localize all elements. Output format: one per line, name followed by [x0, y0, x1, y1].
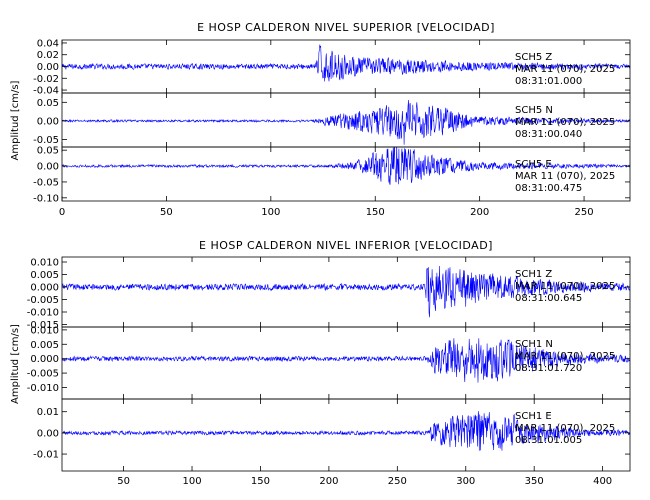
channel-date: MAR 11 (070), 2025 — [515, 423, 615, 434]
x-tick-label: 300 — [456, 476, 475, 487]
x-tick-label: 250 — [575, 207, 594, 218]
y-tick-label: 0.05 — [37, 146, 59, 157]
y-tick-label: 0.00 — [37, 62, 59, 73]
y-tick-label: -0.01 — [33, 450, 59, 461]
channel-date: MAR 11 (070), 2025 — [515, 281, 615, 292]
channel-time: 08:31:00.040 — [515, 129, 582, 140]
waveform-trace — [62, 99, 630, 145]
chart-upper-level: E HOSP CALDERON NIVEL SUPERIOR [VELOCIDA… — [10, 21, 631, 218]
y-tick-label: 0.01 — [37, 407, 59, 418]
y-tick-label: -0.010 — [27, 308, 59, 319]
x-tick-label: 50 — [117, 476, 130, 487]
channel-label: SCH5 E — [515, 159, 552, 170]
y-tick-label: 0.010 — [30, 258, 59, 269]
x-tick-label: 50 — [160, 207, 173, 218]
y-tick-label: 0.005 — [30, 340, 59, 351]
waveform-trace — [62, 338, 630, 383]
channel-label: SCH5 N — [515, 105, 553, 116]
channel-time: 08:31:01.005 — [515, 435, 582, 446]
channel-date: MAR 11 (070), 2025 — [515, 171, 615, 182]
y-tick-label: 0.010 — [30, 325, 59, 336]
panel-frame — [61, 398, 631, 472]
y-tick-label: 0.02 — [37, 50, 59, 61]
panel-frame — [61, 146, 631, 202]
y-tick-label: -0.02 — [33, 74, 59, 85]
y-tick-label: 0.04 — [37, 38, 59, 49]
channel-time: 08:31:00.475 — [515, 183, 582, 194]
channel-label: SCH1 N — [515, 339, 553, 350]
x-tick-label: 350 — [525, 476, 544, 487]
y-tick-label: 0.005 — [30, 270, 59, 281]
y-tick-label: 0.05 — [37, 98, 59, 109]
waveform-trace — [62, 411, 630, 451]
y-tick-label: 0.00 — [37, 428, 59, 439]
x-tick-label: 150 — [251, 476, 270, 487]
y-tick-label: 0.00 — [37, 162, 59, 173]
y-tick-label: -0.010 — [27, 383, 59, 394]
x-tick-label: 250 — [388, 476, 407, 487]
y-axis-label: Amplitud [cm/s] — [10, 80, 21, 160]
channel-date: MAR 11 (070), 2025 — [515, 64, 615, 75]
y-tick-label: -0.005 — [27, 369, 59, 380]
x-tick-label: 200 — [470, 207, 489, 218]
channel-date: MAR 11 (070), 2025 — [515, 351, 615, 362]
waveform-trace — [62, 265, 630, 318]
channel-time: 08:31:01.000 — [515, 76, 582, 87]
channel-label: SCH5 Z — [515, 52, 552, 63]
chart-title: E HOSP CALDERON NIVEL SUPERIOR [VELOCIDA… — [197, 21, 495, 34]
x-tick-label: 200 — [319, 476, 338, 487]
y-tick-label: -0.05 — [33, 135, 59, 146]
y-tick-label: -0.05 — [33, 177, 59, 188]
x-tick-label: 150 — [366, 207, 385, 218]
channel-date: MAR 11 (070), 2025 — [515, 117, 615, 128]
waveform-trace — [62, 147, 630, 185]
x-tick-label: 400 — [593, 476, 612, 487]
y-axis-label: Amplitud [cm/s] — [10, 324, 21, 404]
x-tick-label: 100 — [261, 207, 280, 218]
chart-lower-level: E HOSP CALDERON NIVEL INFERIOR [VELOCIDA… — [10, 239, 631, 487]
x-tick-label: 0 — [59, 207, 65, 218]
channel-label: SCH1 Z — [515, 269, 552, 280]
y-tick-label: 0.00 — [37, 116, 59, 127]
channel-label: SCH1 E — [515, 411, 552, 422]
channel-time: 08:31:00.645 — [515, 293, 582, 304]
y-tick-label: -0.015 — [27, 320, 59, 331]
y-tick-label: -0.005 — [27, 295, 59, 306]
y-tick-label: -0.10 — [33, 193, 59, 204]
chart-title: E HOSP CALDERON NIVEL INFERIOR [VELOCIDA… — [199, 239, 493, 252]
waveform-trace — [62, 44, 630, 82]
y-tick-label: 0.000 — [30, 354, 59, 365]
x-tick-label: 100 — [182, 476, 201, 487]
y-tick-label: 0.000 — [30, 283, 59, 294]
channel-time: 08:31:01.720 — [515, 363, 582, 374]
y-tick-label: -0.04 — [33, 86, 59, 97]
